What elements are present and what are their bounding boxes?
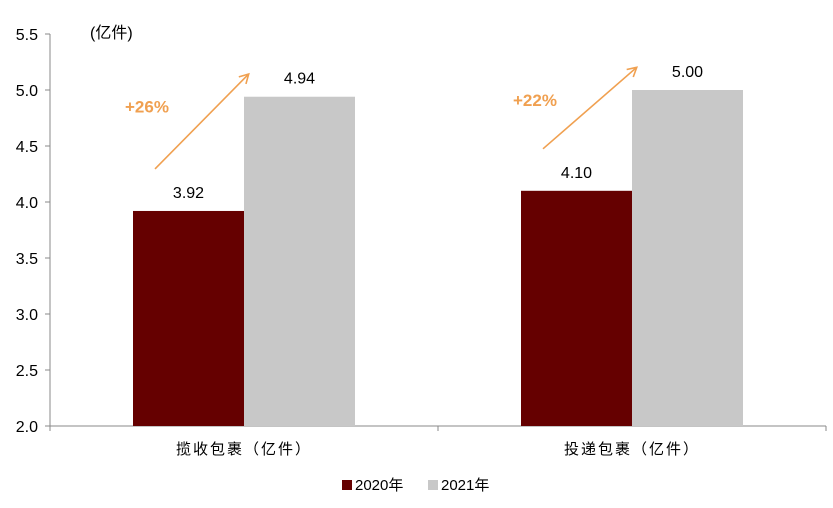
bar: [133, 210, 244, 426]
legend-label: 2021年: [441, 477, 489, 494]
bar: [521, 190, 632, 426]
growth-arrow: [542, 66, 638, 150]
data-label: 5.00: [672, 64, 703, 81]
x-category-label: 投递包裹（亿件）: [564, 441, 700, 458]
bar: [632, 90, 743, 426]
legend-swatch: [342, 480, 352, 490]
axes: 2.0 2.5 3.0 3.5 4.0 4.5 5.0 5.5 揽收包裹（亿件） 投递包裹（亿件）: [16, 27, 827, 458]
y-tick-label: 4.0: [16, 195, 38, 212]
y-tick-label: 2.0: [16, 419, 38, 436]
growth-label: +26%: [125, 98, 169, 117]
growth-label: +22%: [513, 91, 557, 110]
legend-swatch: [428, 480, 438, 490]
legend-label: 2020年: [355, 477, 403, 494]
x-category-label: 揽收包裹（亿件）: [176, 441, 312, 458]
unit-label: (亿件): [90, 24, 133, 42]
growth-arrow: [154, 72, 250, 170]
bars: [133, 90, 743, 426]
data-label: 4.10: [561, 165, 592, 182]
y-tick-label: 3.0: [16, 307, 38, 324]
data-label: 3.92: [173, 185, 204, 202]
data-label: 4.94: [284, 71, 315, 88]
legend: 2020年 2021年: [342, 477, 489, 494]
y-tick-label: 5.0: [16, 83, 38, 100]
y-tick-label: 5.5: [16, 27, 38, 44]
y-tick-label: 3.5: [16, 251, 38, 268]
growth-annotations: +26% +22%: [125, 66, 638, 170]
y-tick-label: 4.5: [16, 139, 38, 156]
data-labels: 3.92 4.94 4.10 5.00: [173, 64, 703, 202]
y-tick-label: 2.5: [16, 363, 38, 380]
bar: [244, 96, 355, 426]
